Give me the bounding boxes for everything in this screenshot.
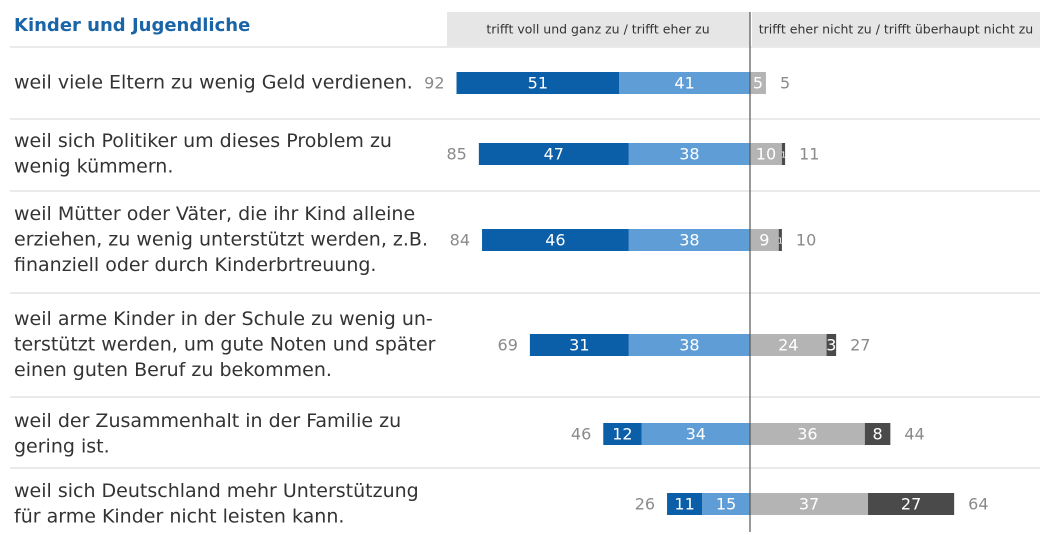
bar-value-label: 27 bbox=[901, 495, 921, 514]
left-header-bg bbox=[447, 12, 750, 46]
bar-segment bbox=[864, 423, 891, 445]
bar-segment bbox=[868, 493, 955, 515]
category-label: weil viele Eltern zu wenig Geld verdiene… bbox=[14, 72, 413, 94]
bar-segment bbox=[456, 72, 620, 94]
bar-segment bbox=[667, 493, 703, 515]
bar-value-label: 8 bbox=[873, 425, 883, 444]
right-total-label: 5 bbox=[780, 74, 790, 93]
chart-title: Kinder und Jugendliche bbox=[14, 15, 250, 36]
bar-value-label: 41 bbox=[674, 74, 694, 93]
category-label: weil Mütter oder Väter, die ihr Kind all… bbox=[14, 203, 415, 225]
left-total-label: 92 bbox=[424, 74, 444, 93]
bar-segment bbox=[628, 229, 750, 251]
bar-value-label: 38 bbox=[679, 231, 699, 250]
right-total-label: 64 bbox=[968, 495, 988, 514]
bar-segment bbox=[628, 334, 750, 356]
category-label: wenig kümmern. bbox=[14, 155, 173, 177]
bar-value-label: 11 bbox=[674, 495, 694, 514]
bar-segment bbox=[482, 229, 629, 251]
bar-value-label: 15 bbox=[716, 495, 736, 514]
bar-value-label: 31 bbox=[569, 336, 589, 355]
bar-segment bbox=[750, 493, 869, 515]
bar-value-label: 34 bbox=[686, 425, 706, 444]
bar-value-label: 51 bbox=[528, 74, 548, 93]
category-label: weil sich Deutschland mehr Unterstützung bbox=[14, 480, 419, 502]
bar-segment bbox=[641, 423, 750, 445]
category-label: weil der Zusammenhalt in der Familie zu bbox=[14, 410, 401, 432]
bar-value-label: 37 bbox=[799, 495, 819, 514]
bar-segment bbox=[750, 334, 827, 356]
category-label: weil sich Politiker um dieses Problem zu bbox=[14, 130, 392, 152]
bar-segment bbox=[750, 143, 782, 165]
category-label: gering ist. bbox=[14, 435, 110, 457]
right-header: trifft eher nicht zu / trifft überhaupt … bbox=[759, 22, 1033, 37]
bar-segment bbox=[778, 229, 782, 251]
bar-value-label: 38 bbox=[679, 336, 699, 355]
bar-segment bbox=[529, 334, 629, 356]
bar-segment bbox=[478, 143, 629, 165]
bar-segment bbox=[750, 229, 779, 251]
category-label: einen guten Beruf zu bekommen. bbox=[14, 359, 332, 381]
left-total-label: 85 bbox=[446, 145, 466, 164]
bar-value-label: 5 bbox=[753, 74, 763, 93]
left-total-label: 26 bbox=[635, 495, 655, 514]
left-total-label: 84 bbox=[450, 231, 470, 250]
right-header-bg bbox=[752, 12, 1040, 46]
category-label: weil arme Kinder in der Schule zu wenig … bbox=[14, 308, 433, 330]
category-label: finanziell oder durch Kinderbrtreuung. bbox=[14, 254, 376, 276]
left-header: trifft voll und ganz zu / trifft eher zu bbox=[486, 22, 709, 37]
bar-segment bbox=[603, 423, 642, 445]
bar-segment bbox=[750, 72, 766, 94]
bar-value-label: 1 bbox=[778, 237, 783, 246]
bar-segment bbox=[619, 72, 750, 94]
right-total-label: 44 bbox=[904, 425, 924, 444]
bar-value-label: 9 bbox=[759, 231, 769, 250]
bar-segment bbox=[826, 334, 837, 356]
bar-segment bbox=[750, 423, 865, 445]
bar-value-label: 47 bbox=[544, 145, 564, 164]
category-label: erziehen, zu wenig unterstützt werden, z… bbox=[14, 229, 428, 251]
right-total-label: 10 bbox=[796, 231, 816, 250]
category-label: terstützt werden, um gute Noten und spät… bbox=[14, 334, 436, 356]
bar-value-label: 38 bbox=[679, 145, 699, 164]
bar-segment bbox=[702, 493, 750, 515]
right-total-label: 11 bbox=[799, 145, 819, 164]
bar-value-label: 3 bbox=[826, 336, 836, 355]
bar-value-label: 10 bbox=[756, 145, 776, 164]
bar-segment bbox=[781, 143, 786, 165]
bar-value-label: 36 bbox=[797, 425, 817, 444]
bar-value-label: 1 bbox=[781, 151, 786, 160]
category-label: für arme Kinder nicht leisten kann. bbox=[14, 505, 344, 527]
right-total-label: 27 bbox=[850, 336, 870, 355]
left-total-label: 46 bbox=[571, 425, 591, 444]
left-total-label: 69 bbox=[498, 336, 518, 355]
bar-value-label: 46 bbox=[545, 231, 565, 250]
bar-segment bbox=[628, 143, 750, 165]
bar-value-label: 12 bbox=[612, 425, 632, 444]
bar-value-label: 24 bbox=[778, 336, 798, 355]
